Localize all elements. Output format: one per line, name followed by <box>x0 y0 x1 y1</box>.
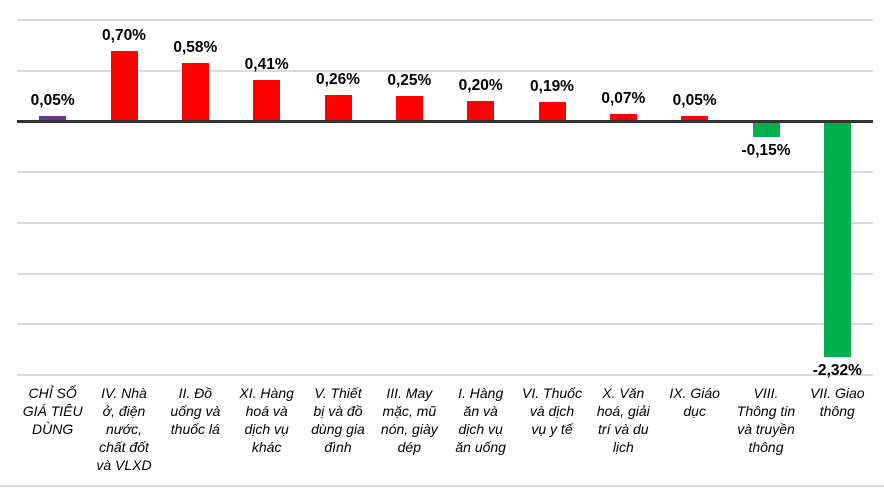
gridline <box>17 272 873 275</box>
bar-value-label: 0,19% <box>530 78 574 96</box>
bar <box>181 62 209 122</box>
category-label: V. Thiết bị và đồ dùng gia đình <box>311 385 365 455</box>
gridline <box>17 323 873 326</box>
bar-value-label: 0,41% <box>244 55 289 73</box>
bar <box>253 79 281 122</box>
gridline <box>17 19 873 22</box>
bar-value-label: 0,07% <box>601 90 646 108</box>
bar <box>110 50 138 122</box>
bar <box>752 121 780 137</box>
zero-axis-line <box>17 120 873 123</box>
bar-value-label: 0,25% <box>387 72 432 90</box>
bar-value-label: 0,05% <box>30 92 75 110</box>
category-label: VIII. Thông tin và truyền thông <box>736 385 796 455</box>
gridline <box>17 171 873 174</box>
category-label: VII. Giao thông <box>810 385 865 419</box>
gridline <box>17 374 873 376</box>
category-label: XI. Hàng hoá và dịch vụ khác <box>239 385 294 455</box>
chart-bottom-border <box>0 485 884 487</box>
category-label: III. May mặc, mũ nón, giày dép <box>380 385 438 455</box>
bar <box>609 114 637 122</box>
category-label: IV. Nhà ở, điện nước, chất đốt và VLXD <box>96 385 152 473</box>
gridline <box>17 69 873 72</box>
bar-value-label: 0,70% <box>102 26 146 44</box>
category-label: II. Đồ uống và thuốc lá <box>170 385 221 437</box>
bar <box>823 121 851 357</box>
bar-value-label: -2,32% <box>812 361 862 379</box>
category-label: CHỈ SỐ GIÁ TIÊU DÙNG <box>22 385 83 437</box>
bar <box>467 101 495 122</box>
bar-value-label: -0,15% <box>741 141 791 159</box>
bar <box>681 116 709 122</box>
category-label: X. Văn hoá, giải trí và du lịch <box>596 385 650 455</box>
category-label: VI. Thuốc và dịch vụ y tế <box>522 385 582 437</box>
bar-value-label: 0,58% <box>173 38 218 56</box>
category-label: IX. Giáo dục <box>669 385 720 419</box>
bar <box>324 95 352 122</box>
bar <box>39 116 67 122</box>
bar-value-label: 0,26% <box>316 71 360 89</box>
bar <box>395 96 423 122</box>
gridline <box>17 221 873 224</box>
bar-value-label: 0,05% <box>672 92 717 110</box>
bar <box>538 102 566 122</box>
bar-value-label: 0,20% <box>458 77 503 95</box>
category-label: I. Hàng ăn và dịch vụ ăn uống <box>455 385 506 455</box>
